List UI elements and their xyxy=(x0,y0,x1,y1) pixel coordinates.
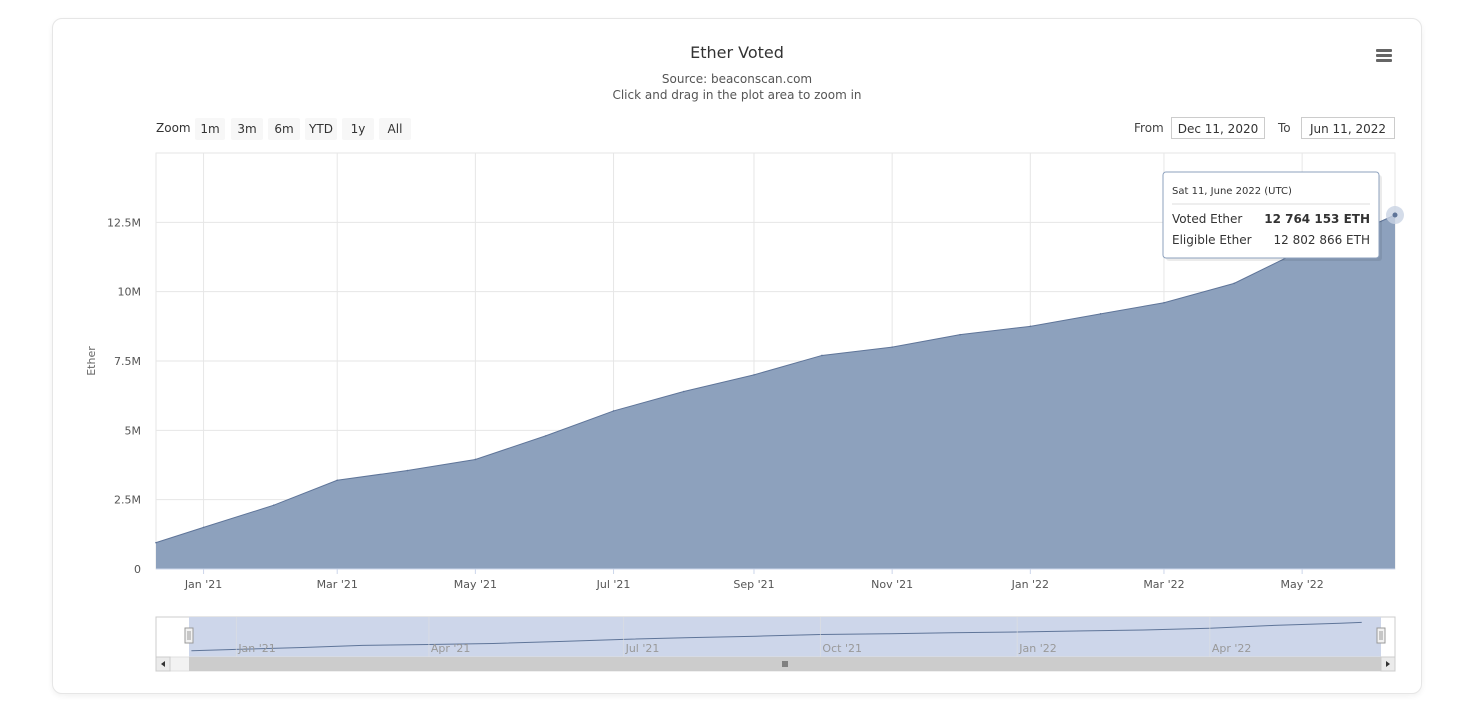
x-tick-label: May '22 xyxy=(1280,578,1323,591)
navigator-tick-label: Apr '21 xyxy=(431,642,471,655)
zoom-ytd-button[interactable]: YTD xyxy=(305,118,337,140)
tooltip-value: 12 764 153 ETH xyxy=(1264,212,1370,226)
y-tick-label: 10M xyxy=(118,286,142,299)
chart-subtitle-hint: Click and drag in the plot area to zoom … xyxy=(612,88,862,102)
navigator-left-handle[interactable] xyxy=(184,627,194,644)
chart-subtitle-source: Source: beaconscan.com xyxy=(661,72,813,86)
area-series-voted-ether xyxy=(156,215,1395,569)
data-point xyxy=(1233,282,1235,285)
x-tick-label: Mar '22 xyxy=(1143,578,1184,591)
to-date-input[interactable]: Jun 11, 2022 xyxy=(1301,117,1395,139)
navigator-selection xyxy=(189,617,1381,657)
from-label: From xyxy=(1134,121,1164,135)
y-tick-label: 0 xyxy=(134,563,141,576)
x-tick-label: May '21 xyxy=(454,578,497,591)
hamburger-menu-icon[interactable] xyxy=(1376,49,1392,63)
handle-body xyxy=(184,627,194,644)
arrow-right-icon xyxy=(1386,661,1390,667)
tooltip-label: Eligible Ether xyxy=(1172,233,1252,247)
navigator-tick-label: Jul '21 xyxy=(625,642,660,655)
data-point xyxy=(544,435,547,437)
y-tick-label: 12.5M xyxy=(107,216,141,229)
navigator-tick-label: Jan '21 xyxy=(237,642,275,655)
zoom-6m-button[interactable]: 6m xyxy=(268,118,300,140)
chart-svg[interactable]: 0 2.5M 5M 7.5M 10M 12.5M Ether Jan '21 Mar '21 Ma… xyxy=(53,19,1421,693)
navigator-tick-label: Oct '21 xyxy=(822,642,862,655)
data-point xyxy=(821,354,823,357)
zoom-3m-button[interactable]: 3m xyxy=(231,118,263,140)
navigator-tick-label: Apr '22 xyxy=(1212,642,1252,655)
chart-title: Ether Voted xyxy=(690,43,784,62)
data-point xyxy=(612,410,615,412)
data-point xyxy=(202,526,205,529)
y-tick-label: 5M xyxy=(125,424,142,437)
data-point xyxy=(1099,313,1102,315)
x-tick-label: Jan '22 xyxy=(1011,578,1049,591)
data-point xyxy=(336,479,339,482)
hover-marker xyxy=(1392,212,1398,218)
from-date-input[interactable]: Dec 11, 2020 xyxy=(1171,117,1265,139)
data-point xyxy=(682,390,685,393)
tooltip-date: Sat 11, June 2022 (UTC) xyxy=(1172,186,1292,197)
x-tick-label: Jan '21 xyxy=(184,578,222,591)
tooltip-label: Voted Ether xyxy=(1172,212,1242,226)
data-point xyxy=(1029,325,1032,328)
x-tick-label: Sep '21 xyxy=(733,578,774,591)
zoom-1m-button[interactable]: 1m xyxy=(195,118,225,140)
x-tick-label: Mar '21 xyxy=(317,578,358,591)
data-point xyxy=(1163,301,1165,304)
data-point xyxy=(959,333,961,336)
data-point xyxy=(406,469,409,472)
zoom-all-button[interactable]: All xyxy=(379,118,411,140)
arrow-left-icon xyxy=(161,661,165,667)
navigator-tick-label: Jan '22 xyxy=(1018,642,1056,655)
tooltip-value: 12 802 866 ETH xyxy=(1274,233,1370,247)
navigator-series-line xyxy=(191,621,1362,652)
x-tick-label: Jul '21 xyxy=(596,578,631,591)
tooltip-box xyxy=(1162,171,1380,259)
navigator-right-handle[interactable] xyxy=(1376,627,1386,644)
handle-body xyxy=(1376,627,1386,644)
zoom-label: Zoom xyxy=(156,121,191,135)
to-label: To xyxy=(1278,121,1291,135)
data-point xyxy=(474,458,477,461)
chart-card: Ether Voted Source: beaconscan.com Click… xyxy=(52,18,1422,694)
data-point xyxy=(272,504,275,507)
y-tick-label: 2.5M xyxy=(114,494,141,507)
data-point xyxy=(891,346,893,348)
y-axis-title: Ether xyxy=(85,346,98,376)
data-point xyxy=(155,541,157,544)
y-tick-label: 7.5M xyxy=(114,355,141,368)
tooltip: Sat 11, June 2022 (UTC) Voted Ether 12 764… xyxy=(1162,171,1382,261)
zoom-1y-button[interactable]: 1y xyxy=(342,118,374,140)
x-tick-label: Nov '21 xyxy=(871,578,913,591)
data-point xyxy=(753,374,755,376)
line-series-voted-ether xyxy=(155,214,1396,544)
